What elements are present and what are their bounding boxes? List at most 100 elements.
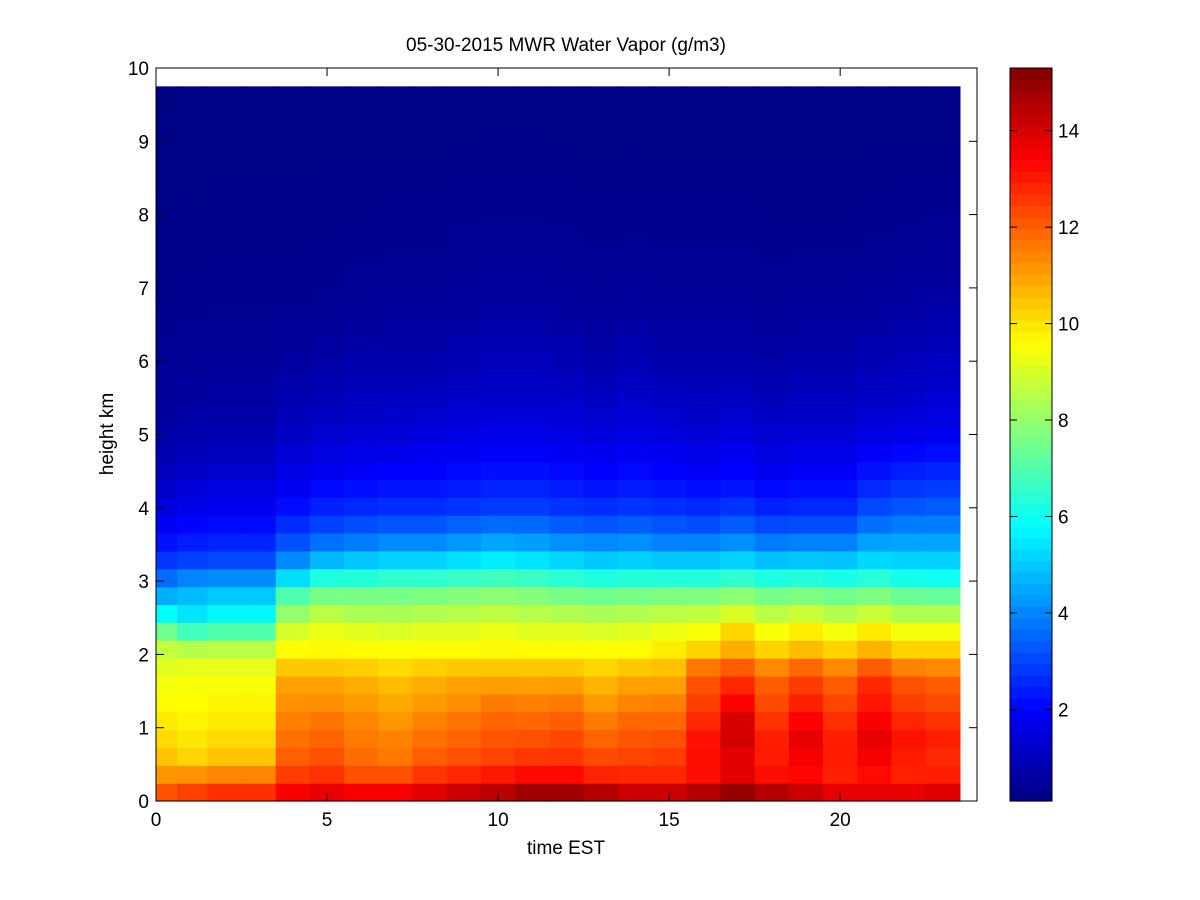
heatmap-cell [156, 372, 178, 391]
heatmap-cell [480, 264, 516, 284]
heatmap-cell [177, 443, 208, 463]
heatmap-cell [583, 479, 619, 498]
heatmap-cell [583, 354, 619, 373]
heatmap-cell [686, 675, 722, 695]
x-tick-label: 5 [322, 810, 333, 831]
heatmap-cell [686, 300, 722, 320]
heatmap-cell [412, 300, 448, 320]
heatmap-cell [823, 372, 858, 391]
heatmap-cell [720, 515, 756, 534]
heatmap-cell [177, 157, 208, 177]
colorbar-tick-label: 4 [1058, 604, 1069, 625]
heatmap-cell [891, 175, 927, 195]
heatmap-cell [617, 354, 653, 373]
heatmap-cell [891, 515, 927, 534]
heatmap-cell [686, 443, 722, 463]
heatmap-cell [378, 86, 414, 105]
heatmap-cell [788, 193, 824, 212]
heatmap-cell [549, 497, 585, 516]
heatmap-cell [156, 622, 178, 641]
heatmap-cell [412, 282, 448, 302]
heatmap-cell [309, 229, 345, 248]
heatmap-cell [241, 104, 277, 123]
heatmap-cell [446, 372, 482, 391]
heatmap-cell [925, 318, 961, 338]
colorbar-step [1010, 331, 1052, 344]
heatmap-cell [412, 550, 448, 570]
heatmap-cell [652, 479, 687, 498]
heatmap-cell [309, 622, 345, 641]
heatmap-cell [925, 193, 961, 212]
heatmap-cell [344, 390, 379, 409]
heatmap-cell [925, 443, 961, 463]
heatmap-cell [617, 104, 653, 123]
heatmap-cell [857, 640, 893, 659]
heatmap-cell [788, 765, 824, 784]
heatmap-cell [788, 390, 824, 409]
colorbar-step [1010, 193, 1052, 207]
heatmap-cell [617, 443, 653, 463]
heatmap-cell [177, 122, 208, 141]
heatmap-cell [344, 157, 379, 177]
heatmap-cell [515, 622, 550, 641]
heatmap-cell [275, 783, 311, 802]
heatmap-cell [412, 354, 448, 373]
heatmap-cell [412, 372, 448, 391]
heatmap-cell [378, 264, 414, 284]
heatmap-cell [412, 336, 448, 355]
heatmap-cell [788, 497, 824, 516]
heatmap-cell [207, 372, 243, 391]
heatmap-cell [823, 658, 858, 677]
heatmap-cell [686, 515, 722, 534]
heatmap-cell [378, 122, 414, 141]
heatmap-cell [207, 229, 243, 248]
heatmap-cell [156, 300, 178, 320]
heatmap-cell [720, 550, 756, 570]
colorbar-step [1010, 629, 1052, 642]
colorbar-step [1010, 503, 1052, 516]
heatmap-cell [412, 264, 448, 284]
heatmap-cell [344, 443, 379, 463]
heatmap-cell [652, 372, 687, 391]
heatmap-cell [446, 675, 482, 695]
heatmap-cell [412, 729, 448, 748]
heatmap-cell [788, 104, 824, 123]
heatmap-cell [275, 550, 311, 570]
heatmap-cell [720, 783, 756, 802]
heatmap-cell [857, 157, 893, 177]
heatmap-cell [412, 604, 448, 623]
heatmap-cell [378, 568, 414, 588]
heatmap-cell [480, 765, 516, 784]
heatmap-cell [857, 425, 893, 445]
heatmap-cell [177, 675, 208, 695]
heatmap-cell [378, 675, 414, 695]
heatmap-cell [754, 765, 790, 784]
heatmap-cell [823, 711, 858, 731]
heatmap-cell [617, 658, 653, 677]
heatmap-cell [275, 622, 311, 641]
heatmap-cell [412, 586, 448, 606]
heatmap-cell [652, 568, 687, 588]
colorbar-step [1010, 640, 1052, 653]
heatmap-cell [515, 139, 550, 159]
heatmap-cell [925, 461, 961, 480]
heatmap-cell [480, 729, 516, 748]
heatmap-cell [857, 336, 893, 355]
heatmap-cell [241, 533, 277, 552]
heatmap-cell [378, 747, 414, 766]
heatmap-cell [857, 443, 893, 463]
heatmap-cell [686, 533, 722, 552]
heatmap-cell [515, 747, 550, 766]
colorbar-step [1010, 113, 1052, 126]
heatmap-cell [412, 783, 448, 802]
heatmap-cell [891, 711, 927, 731]
heatmap-cell [344, 354, 379, 373]
colorbar-step [1010, 514, 1052, 527]
heatmap-cell [652, 461, 687, 480]
heatmap-cell [891, 193, 927, 212]
heatmap-cell [177, 139, 208, 159]
heatmap-cell [549, 104, 585, 123]
heatmap-cell [275, 586, 311, 606]
heatmap-cell [275, 443, 311, 463]
heatmap-cell [549, 711, 585, 731]
